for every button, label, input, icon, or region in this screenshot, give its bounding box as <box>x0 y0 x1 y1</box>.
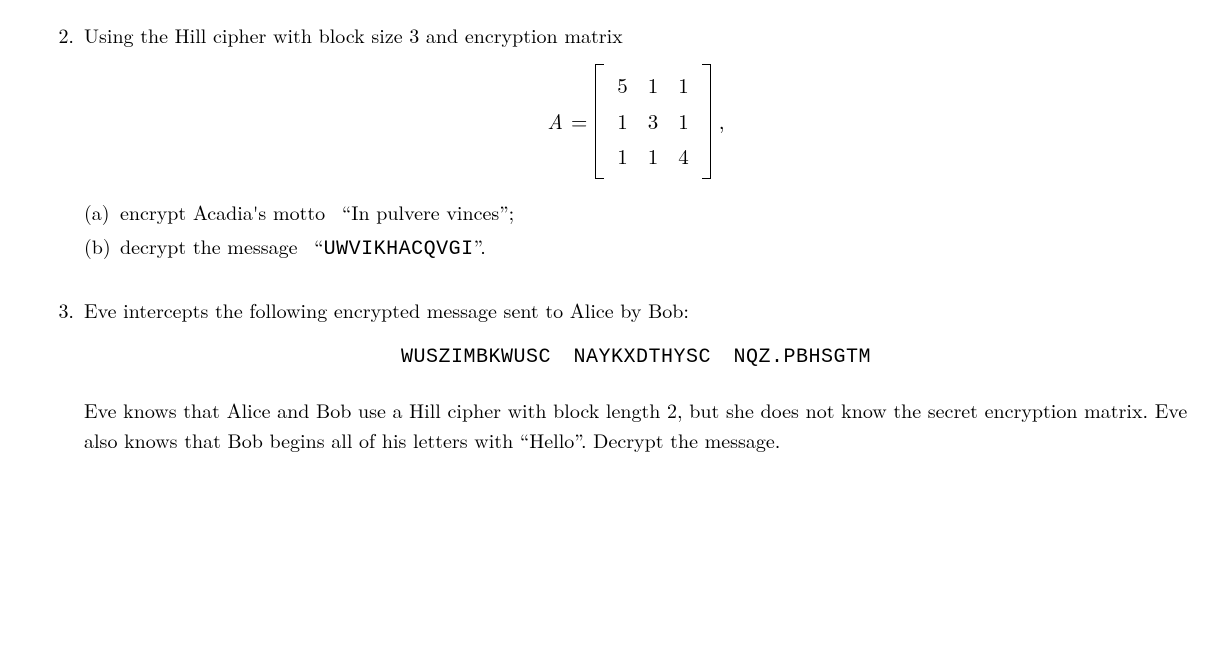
problem-2: 2. Using the Hill cipher with block size… <box>40 20 1188 277</box>
m20: 1 <box>607 139 638 175</box>
q2-intro: Using the Hill cipher with block size 3 … <box>84 20 1188 50</box>
q2a: (a) encrypt Acadia's motto “In pulvere v… <box>84 197 1188 227</box>
q2b: (b) decrypt the message “UWVIKHACQVGI”. <box>84 231 1188 265</box>
problem-list: 2. Using the Hill cipher with block size… <box>40 20 1188 455</box>
q2a-label: (a) <box>84 197 120 227</box>
m22: 4 <box>668 139 699 175</box>
m11: 3 <box>638 104 669 140</box>
eq-tail: , <box>719 106 725 138</box>
m01: 1 <box>638 68 669 104</box>
eq-equals: = <box>571 106 587 138</box>
problem-number: 2. <box>40 20 84 277</box>
q2b-code: UWVIKHACQVGI <box>324 238 474 261</box>
problem-body: Using the Hill cipher with block size 3 … <box>84 20 1188 277</box>
q2b-label: (b) <box>84 231 120 265</box>
m10: 1 <box>607 104 638 140</box>
m12: 1 <box>668 104 699 140</box>
q2-subparts: (a) encrypt Acadia's motto “In pulvere v… <box>84 197 1188 265</box>
problem-body: Eve intercepts the following encrypted m… <box>84 295 1188 455</box>
q2a-quote: In pulvere vinces <box>351 197 499 226</box>
matrix-A: 5 1 1 1 3 1 1 1 <box>595 64 711 179</box>
m00: 5 <box>607 68 638 104</box>
m21: 1 <box>638 139 669 175</box>
q3-intro: Eve intercepts the following encrypted m… <box>84 295 1188 325</box>
problem-3: 3. Eve intercepts the following encrypte… <box>40 295 1188 455</box>
problem-number: 3. <box>40 295 84 455</box>
q2b-text: decrypt the message “UWVIKHACQVGI”. <box>120 231 486 265</box>
q3-ciphertext: WUSZIMBKWUSC NAYKXDTHYSC NQZ.PBHSGTM <box>84 343 1188 373</box>
q2-equation: A = 5 1 1 1 3 1 <box>84 64 1188 179</box>
q2a-text: encrypt Acadia's motto “In pulvere vince… <box>120 197 514 227</box>
eq-lhs: A <box>547 106 563 138</box>
q3-body: Eve knows that Alice and Bob use a Hill … <box>84 395 1188 455</box>
m02: 1 <box>668 68 699 104</box>
